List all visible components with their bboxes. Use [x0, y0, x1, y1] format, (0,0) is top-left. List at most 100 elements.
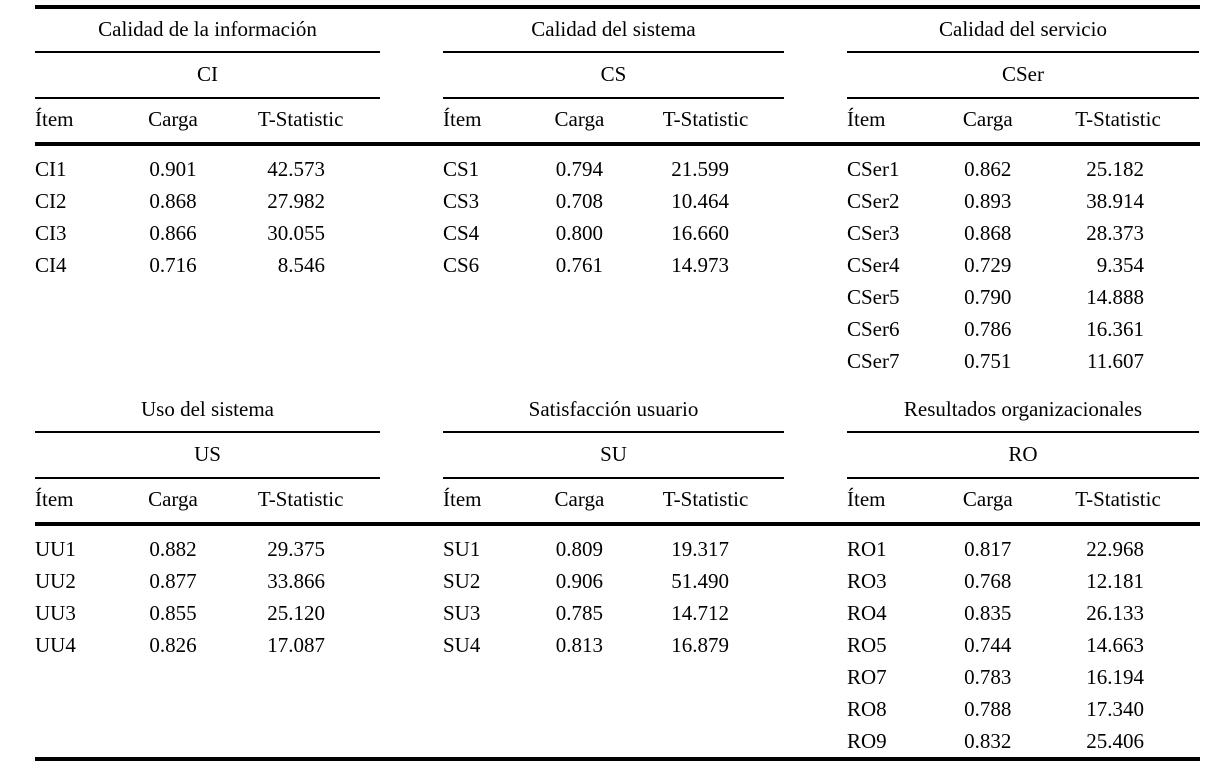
load-cell: 0.813 — [555, 633, 604, 657]
load-column-header: Carga — [148, 487, 198, 511]
tstat-cell: 33.866 — [267, 569, 325, 593]
item-cell: RO5 — [847, 633, 887, 657]
tstat-column-header: T-Statistic — [257, 107, 344, 131]
item-cell: SU2 — [443, 569, 481, 593]
item-cell: CSer2 — [847, 189, 900, 213]
table-row: CSer1 0.862 25.182 — [847, 153, 1199, 185]
table-row: SU3 0.785 14.712 — [443, 597, 784, 629]
tstat-cell: 30.055 — [267, 221, 325, 245]
item-cell: CSer4 — [847, 253, 900, 277]
load-cell: 0.783 — [964, 665, 1012, 689]
title-underline-rule — [847, 51, 1199, 53]
load-cell: 0.866 — [149, 221, 197, 245]
abbrev-underline-rule — [35, 477, 380, 479]
table-row: RO7 0.783 16.194 — [847, 661, 1199, 693]
load-cell: 0.751 — [964, 349, 1012, 373]
title-underline-rule — [35, 431, 380, 433]
load-cell: 0.835 — [964, 601, 1012, 625]
tstat-cell: 16.194 — [1086, 665, 1144, 689]
tstat-column-header: T-Statistic — [662, 487, 749, 511]
item-cell: RO3 — [847, 569, 887, 593]
load-cell: 0.786 — [964, 317, 1012, 341]
tstat-cell: 25.120 — [267, 601, 325, 625]
table-row: CS4 0.800 16.660 — [443, 217, 784, 249]
item-cell: CI2 — [35, 189, 67, 213]
measurement-model-table: Calidad de la información CI Ítem Carga … — [35, 0, 1200, 761]
load-cell: 0.708 — [555, 189, 604, 213]
item-cell: SU4 — [443, 633, 481, 657]
item-cell: RO9 — [847, 729, 887, 753]
group-head-us: Uso del sistema US Ítem Carga T-Statisti… — [35, 389, 380, 522]
load-cell: 0.817 — [964, 537, 1012, 561]
table-row: CI3 0.866 30.055 — [35, 217, 380, 249]
item-cell: CI1 — [35, 157, 67, 181]
group-title: Calidad de la información — [98, 17, 317, 41]
table-row: CSer6 0.786 16.361 — [847, 313, 1199, 345]
tstat-cell: 14.663 — [1086, 633, 1144, 657]
item-cell: CSer6 — [847, 317, 900, 341]
load-cell: 0.826 — [149, 633, 197, 657]
title-underline-rule — [443, 51, 784, 53]
item-cell: CI3 — [35, 221, 67, 245]
group-rows-cs: CS1 0.794 21.599 CS3 0.708 10.464 CS4 0.800 16.6… — [443, 153, 784, 377]
tstat-cell: 25.182 — [1086, 157, 1144, 181]
load-cell: 0.906 — [555, 569, 604, 593]
column-headers: Ítem Carga T-Statistic — [443, 479, 784, 522]
table-row: CS6 0.761 14.973 — [443, 249, 784, 281]
table-row: SU1 0.809 19.317 — [443, 533, 784, 565]
group-head-cs: Calidad del sistema CS Ítem Carga T-Stat… — [443, 9, 784, 142]
item-cell: CSer3 — [847, 221, 900, 245]
group-abbrev: CI — [197, 62, 218, 86]
item-cell: RO1 — [847, 537, 887, 561]
table-row: RO8 0.788 17.340 — [847, 693, 1199, 725]
group-head-ro: Resultados organizacionales RO Ítem Carg… — [847, 389, 1199, 522]
load-cell: 0.768 — [964, 569, 1012, 593]
load-column-header: Carga — [148, 107, 198, 131]
table-row: CI4 0.716 8.546 — [35, 249, 380, 281]
abbrev-underline-rule — [847, 97, 1199, 99]
table-row: UU4 0.826 17.087 — [35, 629, 380, 661]
group-title: Calidad del servicio — [939, 17, 1107, 41]
item-cell: CS6 — [443, 253, 480, 277]
load-cell: 0.790 — [964, 285, 1012, 309]
column-headers: Ítem Carga T-Statistic — [443, 99, 784, 142]
group-abbrev: CS — [600, 62, 627, 86]
item-column-header: Ítem — [847, 107, 886, 131]
group-title: Uso del sistema — [141, 397, 274, 421]
load-column-header: Carga — [554, 107, 605, 131]
tstat-cell: 25.406 — [1086, 729, 1144, 753]
item-column-header: Ítem — [443, 107, 482, 131]
item-cell: RO7 — [847, 665, 887, 689]
load-cell: 0.877 — [149, 569, 197, 593]
table-row: UU2 0.877 33.866 — [35, 565, 380, 597]
table-row: RO3 0.768 12.181 — [847, 565, 1199, 597]
abbrev-underline-rule — [443, 477, 784, 479]
item-column-header: Ítem — [443, 487, 482, 511]
load-cell: 0.788 — [964, 697, 1012, 721]
tstat-cell: 19.317 — [671, 537, 729, 561]
item-cell: CSer7 — [847, 349, 900, 373]
item-cell: CS4 — [443, 221, 480, 245]
header-separator-rule — [35, 142, 1200, 146]
tstat-cell: 11.607 — [1086, 349, 1144, 373]
item-cell: CS3 — [443, 189, 480, 213]
load-cell: 0.862 — [964, 157, 1012, 181]
item-cell: RO4 — [847, 601, 887, 625]
item-cell: UU3 — [35, 601, 76, 625]
table-row: RO5 0.744 14.663 — [847, 629, 1199, 661]
tstat-column-header: T-Statistic — [662, 107, 749, 131]
load-cell: 0.882 — [149, 537, 197, 561]
group-rows-ci: CI1 0.901 42.573 CI2 0.868 27.982 CI3 0.866 30.0… — [35, 153, 380, 377]
tstat-cell: 26.133 — [1086, 601, 1144, 625]
title-underline-rule — [35, 51, 380, 53]
item-cell: CS1 — [443, 157, 480, 181]
tstat-cell: 16.660 — [671, 221, 729, 245]
abbrev-underline-rule — [35, 97, 380, 99]
band-bottom-group-heads: Uso del sistema US Ítem Carga T-Statisti… — [35, 389, 1200, 522]
table-row: CSer7 0.751 11.607 — [847, 345, 1199, 377]
load-column-header: Carga — [962, 107, 1013, 131]
band-top: Calidad de la información CI Ítem Carga … — [35, 5, 1200, 377]
table-row: SU2 0.906 51.490 — [443, 565, 784, 597]
group-abbrev: CSer — [1002, 62, 1044, 86]
